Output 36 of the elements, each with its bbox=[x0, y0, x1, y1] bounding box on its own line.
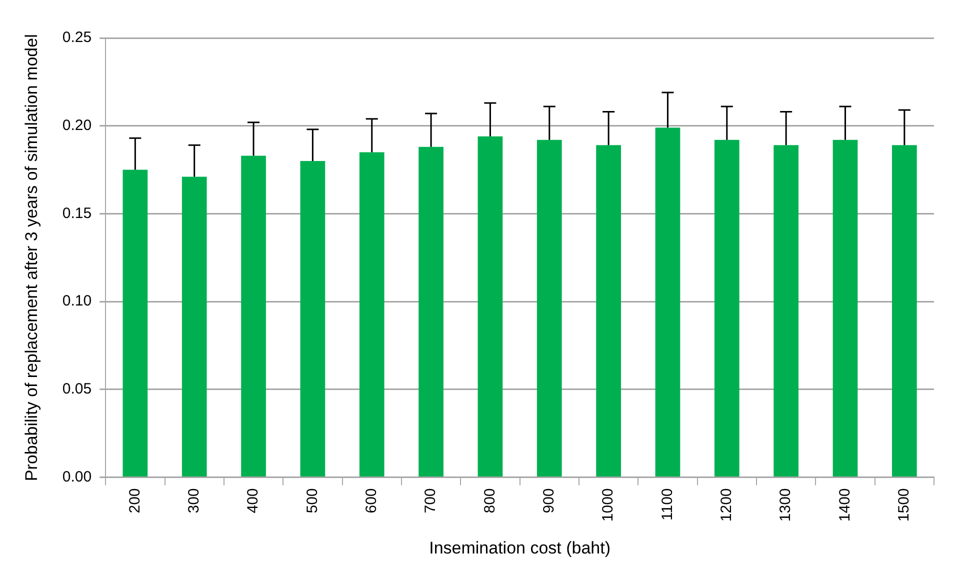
x-tick-label: 800 bbox=[481, 488, 498, 514]
x-tick-label: 700 bbox=[422, 488, 440, 514]
x-tick-label: 300 bbox=[185, 488, 202, 514]
y-tick-label: 0.20 bbox=[62, 116, 92, 134]
x-axis-title: Insemination cost (baht) bbox=[429, 538, 611, 558]
bar bbox=[774, 145, 798, 476]
x-tick-label: 1300 bbox=[777, 488, 794, 522]
bar bbox=[122, 170, 148, 476]
x-tick-label: 600 bbox=[363, 488, 380, 514]
y-tick-label: 0.00 bbox=[62, 468, 92, 486]
x-tick-label: 900 bbox=[540, 488, 558, 514]
x-tick-label: 1400 bbox=[836, 488, 854, 522]
x-tick-label: 1200 bbox=[718, 488, 736, 522]
x-tick-label: 1500 bbox=[896, 488, 913, 522]
y-tick-label: 0.10 bbox=[62, 292, 92, 310]
bar bbox=[596, 145, 621, 476]
bar bbox=[241, 156, 266, 476]
x-tick-label: 500 bbox=[304, 488, 321, 514]
y-tick-label: 0.25 bbox=[62, 29, 92, 46]
bar bbox=[182, 176, 207, 476]
bar bbox=[655, 128, 680, 476]
bar bbox=[714, 140, 740, 476]
y-axis-title: Probability of replacement after 3 years of simulation model bbox=[22, 34, 41, 482]
bar bbox=[892, 145, 917, 476]
bar bbox=[300, 160, 326, 476]
bar bbox=[359, 152, 384, 476]
y-tick-label: 0.05 bbox=[62, 380, 92, 398]
y-tick-label: 0.15 bbox=[62, 204, 92, 222]
x-tick-label: 200 bbox=[126, 488, 144, 514]
bar bbox=[418, 146, 444, 476]
x-tick-label: 400 bbox=[244, 488, 262, 514]
bar bbox=[832, 140, 858, 476]
x-tick-label: 1000 bbox=[600, 488, 617, 522]
bar bbox=[536, 140, 562, 476]
bar bbox=[478, 136, 503, 476]
x-tick-label: 1100 bbox=[658, 488, 676, 520]
